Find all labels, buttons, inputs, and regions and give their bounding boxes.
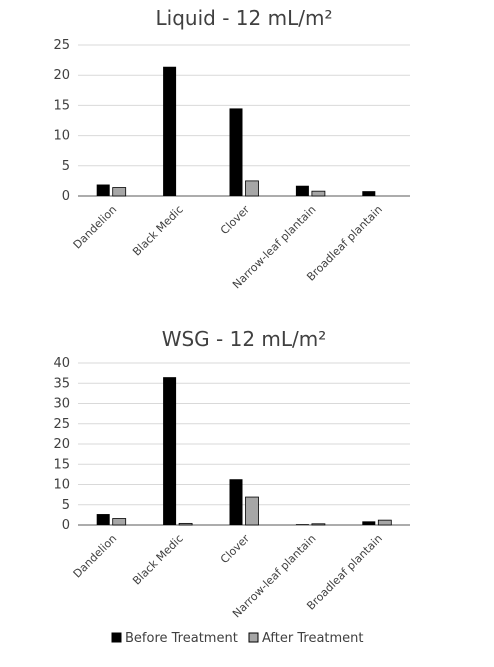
category-label: Dandelion: [71, 532, 120, 581]
bar-after: [377, 519, 392, 526]
category-label: Broadleaf plantain: [304, 203, 385, 284]
y-tick-label: 25: [53, 417, 70, 432]
y-tick-label: 10: [53, 129, 70, 144]
chart-liquid: Liquid - 12 mL/m² 0 5 10 15 20 25 Dandelion Blac…: [53, 6, 410, 291]
y-tick-label: 15: [53, 457, 70, 472]
bar-after: [311, 190, 326, 197]
bar-after: [245, 496, 259, 526]
y-tick-label: 20: [53, 68, 70, 83]
chart-title: WSG - 12 mL/m²: [162, 327, 327, 351]
category-label: Black Medic: [130, 532, 186, 588]
bar-before: [229, 479, 243, 525]
bar-before: [163, 66, 177, 196]
bar-before: [96, 514, 110, 525]
bar-before: [96, 184, 110, 196]
y-tick-label: 5: [62, 159, 70, 174]
y-tick-label: 10: [53, 478, 70, 493]
y-tick-label: 25: [53, 38, 70, 53]
y-tick-label: 0: [62, 518, 70, 533]
legend-swatch-before: [111, 632, 122, 643]
y-tick-label: 40: [53, 356, 70, 371]
chart-title: Liquid - 12 mL/m²: [156, 6, 333, 30]
bar-before: [362, 191, 376, 196]
y-tick-label: 15: [53, 98, 70, 113]
bar-after: [112, 187, 127, 197]
legend-label-after: After Treatment: [262, 631, 364, 646]
bar-after: [311, 523, 326, 526]
y-tick-label: 30: [53, 397, 70, 412]
bar-after: [112, 518, 127, 526]
legend-label-before: Before Treatment: [125, 631, 238, 646]
legend-swatch-after: [248, 632, 259, 643]
y-tick-label: 5: [62, 498, 70, 513]
bar-before: [295, 185, 309, 196]
bar-before: [362, 521, 376, 525]
bar-before: [163, 377, 177, 525]
bar-after: [245, 180, 259, 197]
bar-before: [229, 108, 243, 196]
bar-before: [295, 524, 309, 525]
bar-after: [178, 522, 193, 526]
legend: Before Treatment After Treatment: [111, 631, 364, 646]
category-label: Dandelion: [71, 203, 120, 252]
category-label: Clover: [218, 532, 252, 566]
category-label: Clover: [218, 203, 252, 237]
category-label: Broadleaf plantain: [304, 532, 385, 613]
y-tick-label: 35: [53, 376, 70, 391]
category-label: Black Medic: [130, 203, 186, 259]
y-tick-label: 20: [53, 437, 70, 452]
y-tick-label: 0: [62, 189, 70, 204]
